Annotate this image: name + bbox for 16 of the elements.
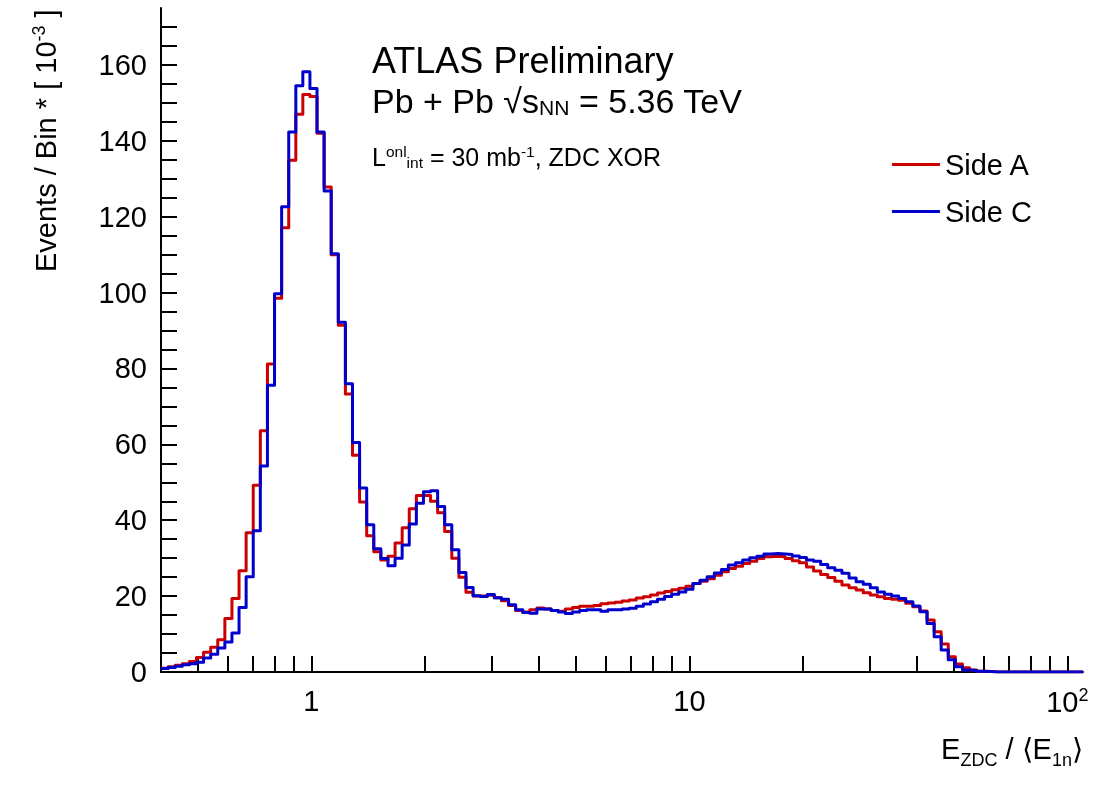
annotation: Pb + Pb √sNN = 5.36 TeV xyxy=(372,82,743,120)
x-tick-label: 10 xyxy=(673,684,706,717)
y-tick-label: 120 xyxy=(98,200,147,233)
y-tick-label: 0 xyxy=(130,656,147,688)
annotation: ATLAS Preliminary xyxy=(372,39,674,81)
x-axis-title: E$_{ZDC}$ / ⟨E$_{1n}$⟩ xyxy=(941,733,1083,770)
y-tick-label: 80 xyxy=(114,352,147,385)
legend-label: Side A xyxy=(944,148,1030,181)
x-tick-label: 1 xyxy=(303,684,320,717)
y-tick-label: 20 xyxy=(114,580,147,613)
y-tick-label: 160 xyxy=(98,48,147,81)
y-tick-label: 60 xyxy=(114,428,147,461)
legend-label: Side C xyxy=(944,195,1032,228)
y-tick-label: 100 xyxy=(98,276,147,309)
y-tick-label: 40 xyxy=(114,504,147,537)
y-tick-label: 140 xyxy=(98,124,147,157)
